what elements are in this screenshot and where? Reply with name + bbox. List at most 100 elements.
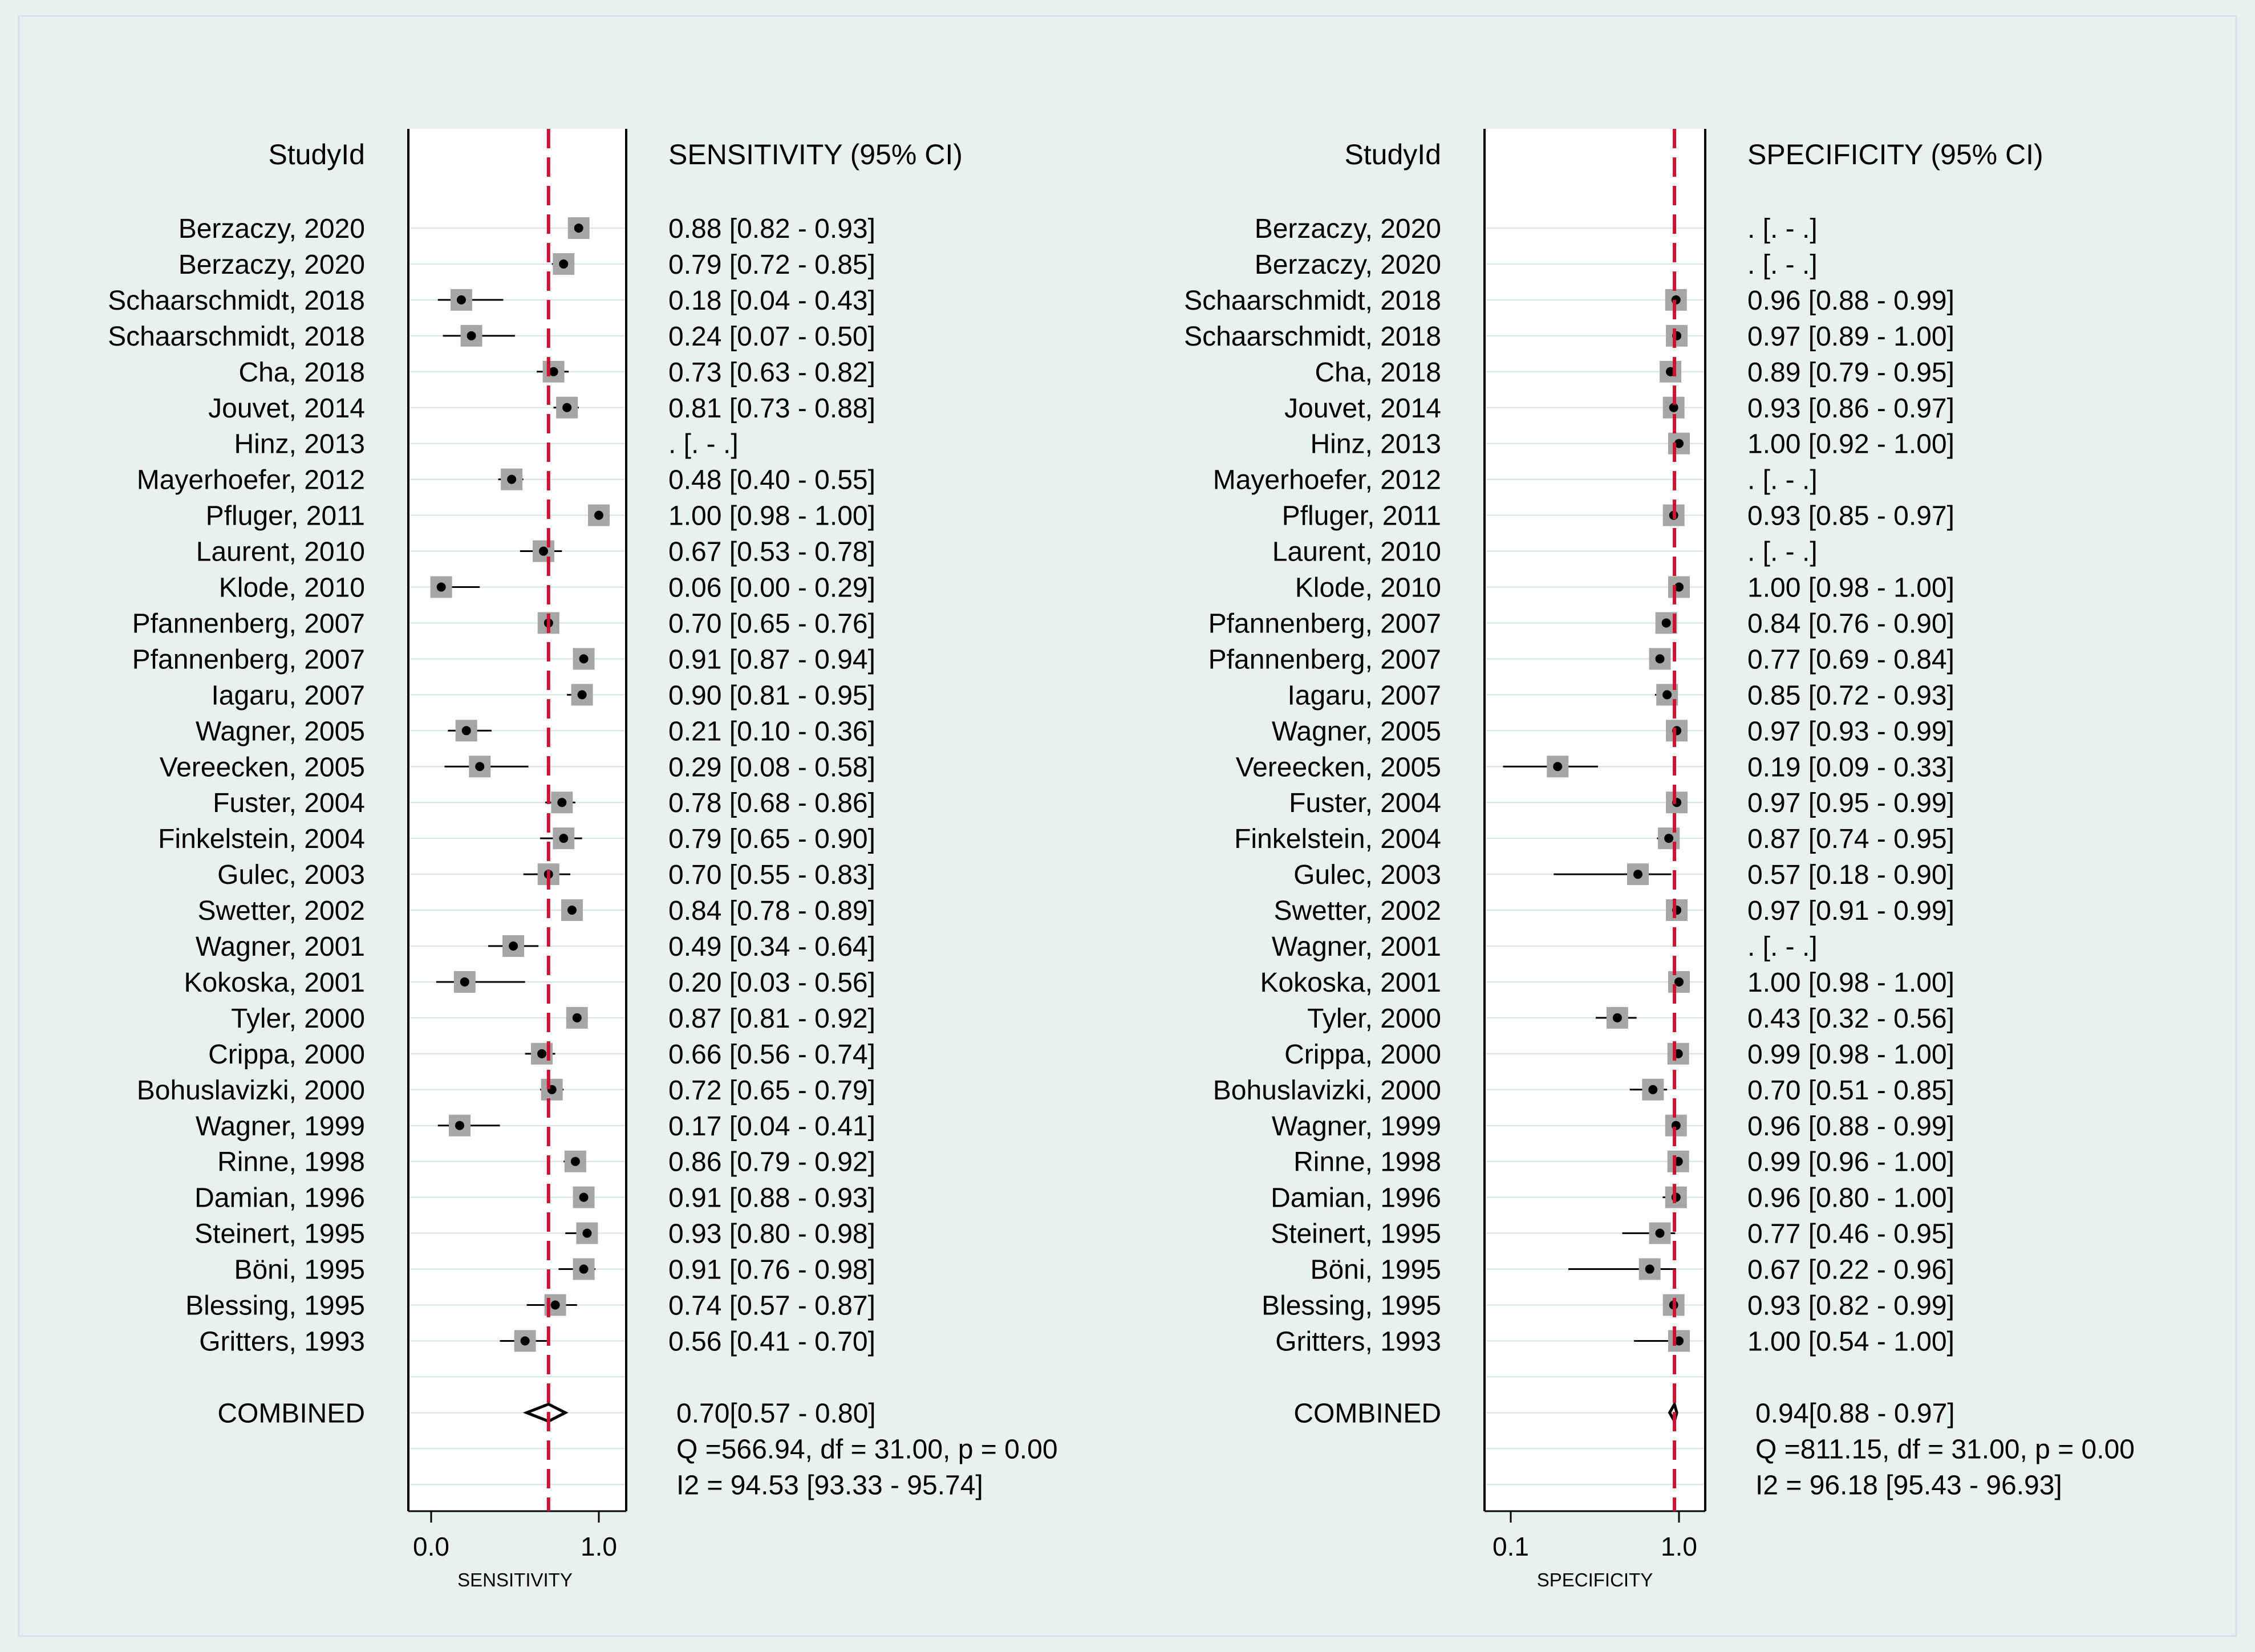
- study-ci-text: 0.67 [0.22 - 0.96]: [1747, 1255, 1954, 1285]
- combined-label: COMBINED: [217, 1398, 365, 1428]
- study-ci-text: 1.00 [0.98 - 1.00]: [1747, 968, 1954, 998]
- heterogeneity-i2-text: I2 = 94.53 [93.33 - 95.74]: [676, 1470, 983, 1500]
- study-label: Klode, 2010: [1295, 573, 1441, 603]
- ci-column-header: SPECIFICITY (95% CI): [1747, 139, 2043, 171]
- specificity-forest-panel: StudyId SPECIFICITY (95% CI) Berzaczy, 202…: [1184, 129, 2135, 1590]
- study-label: Crippa, 2000: [208, 1040, 365, 1070]
- study-ci-text: 1.00 [0.54 - 1.00]: [1747, 1326, 1954, 1357]
- study-ci-text: 0.74 [0.57 - 0.87]: [668, 1291, 875, 1321]
- study-label: Berzaczy, 2020: [1255, 214, 1441, 244]
- point-estimate: [567, 906, 577, 915]
- study-ci-text: 0.73 [0.63 - 0.82]: [668, 358, 875, 388]
- point-estimate: [1612, 1013, 1622, 1022]
- ci-column-header: SENSITIVITY (95% CI): [668, 139, 963, 171]
- study-label: Cha, 2018: [238, 358, 365, 388]
- study-label: Schaarschmidt, 2018: [1184, 322, 1441, 352]
- study-label: Gritters, 1993: [199, 1326, 365, 1357]
- point-estimate: [507, 474, 517, 484]
- study-ci-text: 0.70 [0.51 - 0.85]: [1747, 1075, 1954, 1106]
- study-label: Jouvet, 2014: [1284, 393, 1441, 424]
- study-label: Vereecken, 2005: [160, 752, 365, 782]
- study-label: Pfluger, 2011: [206, 501, 365, 531]
- study-ci-text: 0.86 [0.79 - 0.92]: [668, 1147, 875, 1178]
- study-ci-text: 0.77 [0.69 - 0.84]: [1747, 644, 1954, 675]
- point-estimate: [579, 1264, 589, 1274]
- study-label: Klode, 2010: [219, 573, 365, 603]
- study-label: Böni, 1995: [234, 1255, 365, 1285]
- point-estimate: [537, 1049, 547, 1058]
- study-ci-text: 0.97 [0.89 - 1.00]: [1747, 322, 1954, 352]
- study-ci-text: 0.87 [0.74 - 0.95]: [1747, 824, 1954, 854]
- study-label: Berzaczy, 2020: [1255, 250, 1441, 280]
- study-label: Mayerhoefer, 2012: [1213, 465, 1441, 496]
- study-label: Tyler, 2000: [1307, 1004, 1441, 1034]
- study-label: Swetter, 2002: [1273, 896, 1441, 926]
- study-ci-text: 0.84 [0.78 - 0.89]: [668, 896, 875, 926]
- study-ci-text: 0.96 [0.88 - 0.99]: [1747, 286, 1954, 316]
- study-column-header: StudyId: [1344, 139, 1441, 171]
- study-label: Damian, 1996: [1271, 1183, 1441, 1213]
- study-label: Fuster, 2004: [1289, 788, 1441, 818]
- study-ci-text: 0.48 [0.40 - 0.55]: [668, 465, 875, 496]
- study-label: Blessing, 1995: [185, 1291, 365, 1321]
- study-ci-text: 0.90 [0.81 - 0.95]: [668, 680, 875, 711]
- study-ci-text: 1.00 [0.98 - 1.00]: [1747, 573, 1954, 603]
- study-label: Hinz, 2013: [1311, 429, 1441, 460]
- study-label: Pfannenberg, 2007: [1208, 608, 1441, 639]
- point-estimate: [1655, 654, 1665, 664]
- study-ci-text: 1.00 [0.92 - 1.00]: [1747, 429, 1954, 460]
- study-ci-text: 0.99 [0.96 - 1.00]: [1747, 1147, 1954, 1178]
- study-ci-text: 0.97 [0.95 - 0.99]: [1747, 788, 1954, 818]
- study-label: Swetter, 2002: [197, 896, 365, 926]
- study-ci-text: 0.93 [0.85 - 0.97]: [1747, 501, 1954, 531]
- study-ci-text: 0.18 [0.04 - 0.43]: [668, 286, 875, 316]
- combined-label: COMBINED: [1293, 1398, 1441, 1428]
- point-estimate: [1648, 1085, 1658, 1094]
- point-estimate: [1669, 403, 1678, 412]
- point-estimate: [1674, 582, 1684, 592]
- point-estimate: [559, 259, 569, 269]
- point-estimate: [549, 367, 558, 376]
- study-label: Hinz, 2013: [234, 429, 365, 460]
- study-label: Damian, 1996: [194, 1183, 365, 1213]
- study-ci-text: 0.88 [0.82 - 0.93]: [668, 214, 875, 244]
- study-label: Fuster, 2004: [213, 788, 365, 818]
- figure-frame: [18, 15, 2237, 1637]
- study-label: Wagner, 2001: [196, 932, 365, 962]
- study-ci-text: 0.87 [0.81 - 0.92]: [668, 1004, 875, 1034]
- study-ci-text: 0.93 [0.80 - 0.98]: [668, 1219, 875, 1249]
- point-estimate: [456, 295, 466, 305]
- point-estimate: [520, 1336, 530, 1346]
- study-label: Iagaru, 2007: [1287, 680, 1441, 711]
- study-ci-text: 0.96 [0.80 - 1.00]: [1747, 1183, 1954, 1213]
- study-ci-text: . [. - .]: [1747, 250, 1818, 280]
- study-ci-text: . [. - .]: [1747, 932, 1818, 962]
- study-ci-text: . [. - .]: [1747, 214, 1818, 244]
- study-ci-text: 0.06 [0.00 - 0.29]: [668, 573, 875, 603]
- point-estimate: [460, 977, 469, 987]
- point-estimate: [538, 546, 548, 556]
- point-estimate: [582, 1228, 592, 1238]
- study-ci-text: 0.72 [0.65 - 0.79]: [668, 1075, 875, 1106]
- x-tick-label: 0.0: [413, 1532, 449, 1561]
- study-label: Pfannenberg, 2007: [1208, 644, 1441, 675]
- study-label: Wagner, 2005: [1272, 716, 1441, 746]
- study-ci-text: 0.93 [0.86 - 0.97]: [1747, 393, 1954, 424]
- study-ci-text: 0.43 [0.32 - 0.56]: [1747, 1004, 1954, 1034]
- study-ci-text: 0.93 [0.82 - 0.99]: [1747, 1291, 1954, 1321]
- study-label: Finkelstein, 2004: [1234, 824, 1441, 854]
- study-ci-text: 0.78 [0.68 - 0.86]: [668, 788, 875, 818]
- point-estimate: [550, 1300, 560, 1310]
- study-ci-text: 1.00 [0.98 - 1.00]: [668, 501, 875, 531]
- study-label: Crippa, 2000: [1284, 1040, 1441, 1070]
- x-axis-title: SPECIFICITY: [1537, 1569, 1653, 1590]
- study-ci-text: 0.57 [0.18 - 0.90]: [1747, 860, 1954, 890]
- point-estimate: [1664, 834, 1674, 843]
- point-estimate: [577, 690, 587, 700]
- study-label: Wagner, 2005: [196, 716, 365, 746]
- study-ci-text: 0.91 [0.88 - 0.93]: [668, 1183, 875, 1213]
- combined-diamond: [522, 1402, 569, 1423]
- point-estimate: [455, 1121, 464, 1130]
- study-ci-text: 0.89 [0.79 - 0.95]: [1747, 358, 1954, 388]
- study-label: Schaarschmidt, 2018: [1184, 286, 1441, 316]
